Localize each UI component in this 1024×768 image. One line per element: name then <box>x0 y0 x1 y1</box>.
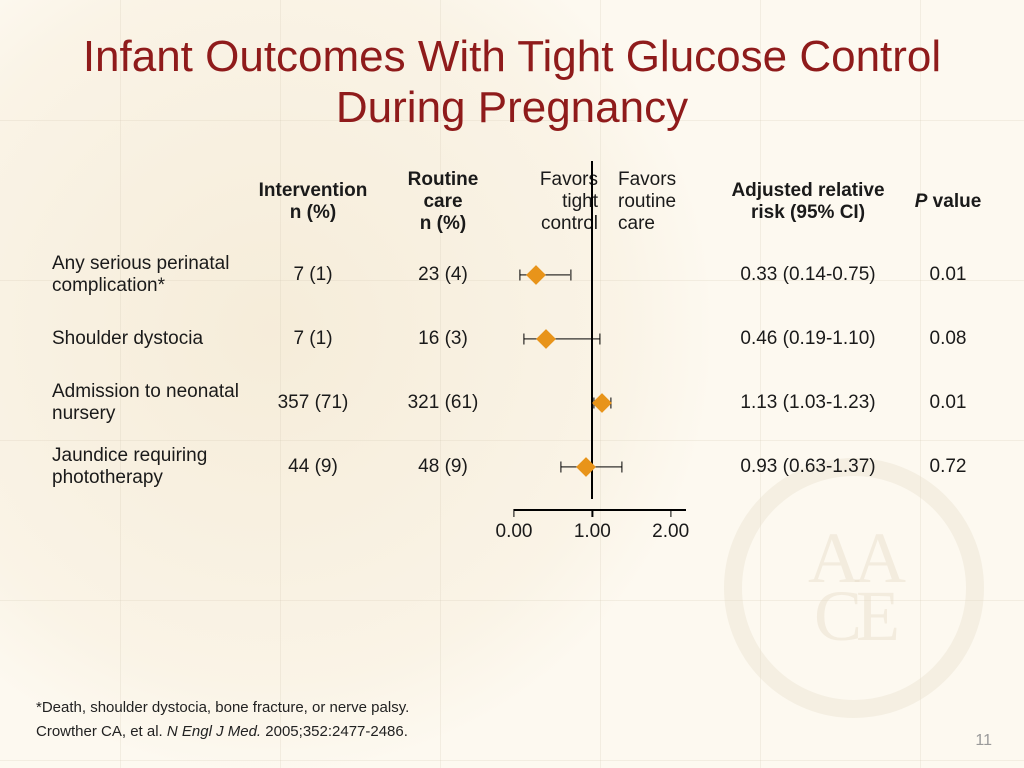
header-plot: Favors tight control Favors routine care <box>508 161 708 243</box>
ci-cap <box>622 462 623 473</box>
header-intervention: Intervention n (%) <box>248 176 378 228</box>
row-intervention: 7 (1) <box>248 324 378 354</box>
axis-line <box>514 509 686 511</box>
row-routine: 321 (61) <box>378 388 508 418</box>
row-intervention: 44 (9) <box>248 452 378 482</box>
row-routine: 16 (3) <box>378 324 508 354</box>
header-favors-right: Favors routine care <box>608 169 702 235</box>
row-label: Shoulder dystocia <box>48 324 248 354</box>
content-area: Intervention n (%) Routine care n (%) Fa… <box>48 161 976 768</box>
table-row: Any serious perinatal complication*7 (1)… <box>48 243 976 307</box>
slide-title: Infant Outcomes With Tight Glucose Contr… <box>72 32 952 133</box>
refline <box>591 243 593 307</box>
header-favors-left: Favors tight control <box>514 169 608 235</box>
row-rr: 0.93 (0.63-1.37) <box>708 452 908 482</box>
axis-cell: 0.001.002.00 <box>508 499 708 543</box>
axis-tick-label: 2.00 <box>652 521 689 543</box>
row-rr: 0.33 (0.14-0.75) <box>708 260 908 290</box>
page-number: 11 <box>975 732 992 750</box>
header-blank <box>48 198 248 206</box>
header-routine: Routine care n (%) <box>378 165 508 239</box>
row-rr: 1.13 (1.03-1.23) <box>708 388 908 418</box>
ci-cap <box>570 270 571 281</box>
row-rr: 0.46 (0.19-1.10) <box>708 324 908 354</box>
axis-tick <box>513 509 514 517</box>
table-header-row: Intervention n (%) Routine care n (%) Fa… <box>48 161 976 243</box>
row-routine: 48 (9) <box>378 452 508 482</box>
point-marker <box>526 265 546 285</box>
row-plot <box>508 243 708 307</box>
footnote-text: *Death, shoulder dystocia, bone fracture… <box>36 696 976 720</box>
point-marker <box>536 329 556 349</box>
row-label: Any serious perinatal complication* <box>48 249 248 301</box>
header-p-rest: value <box>927 191 981 212</box>
x-axis: 0.001.002.00 <box>514 509 702 553</box>
row-p: 0.01 <box>908 388 988 418</box>
citation-journal: N Engl J Med. <box>167 723 261 740</box>
axis-tick-label: 1.00 <box>574 521 611 543</box>
point-marker <box>592 393 612 413</box>
ci-cap <box>523 334 524 345</box>
row-label: Admission to neonatal nursery <box>48 377 248 429</box>
footnotes: *Death, shoulder dystocia, bone fracture… <box>36 696 976 744</box>
row-plot <box>508 371 708 435</box>
citation-rest: 2005;352:2477-2486. <box>261 723 408 740</box>
ci-cap <box>560 462 561 473</box>
row-intervention: 357 (71) <box>248 388 378 418</box>
row-p: 0.08 <box>908 324 988 354</box>
axis-row: 0.00 1.00 2.00 <box>48 499 976 543</box>
table-row: Jaundice requiring phototherapy44 (9)48 … <box>48 435 976 499</box>
row-plot <box>508 435 708 499</box>
axis-tick-label: 0.00 <box>496 521 533 543</box>
forest-table: Intervention n (%) Routine care n (%) Fa… <box>48 161 976 543</box>
axis-tick <box>592 509 593 517</box>
header-rr: Adjusted relative risk (95% CI) <box>708 176 908 228</box>
header-p-italic: P <box>915 191 928 212</box>
table-row: Admission to neonatal nursery357 (71)321… <box>48 371 976 435</box>
header-p: P value <box>908 187 988 217</box>
ci-cap <box>599 334 600 345</box>
citation: Crowther CA, et al. N Engl J Med. 2005;3… <box>36 720 976 744</box>
row-plot <box>508 307 708 371</box>
row-label: Jaundice requiring phototherapy <box>48 441 248 493</box>
row-p: 0.72 <box>908 452 988 482</box>
header-refline <box>591 161 593 247</box>
axis-tick <box>670 509 671 517</box>
slide: Infant Outcomes With Tight Glucose Contr… <box>0 0 1024 768</box>
citation-author: Crowther CA, et al. <box>36 723 167 740</box>
row-p: 0.01 <box>908 260 988 290</box>
table-row: Shoulder dystocia7 (1)16 (3) 0.46 (0.19-1… <box>48 307 976 371</box>
ci-cap <box>519 270 520 281</box>
row-intervention: 7 (1) <box>248 260 378 290</box>
row-routine: 23 (4) <box>378 260 508 290</box>
